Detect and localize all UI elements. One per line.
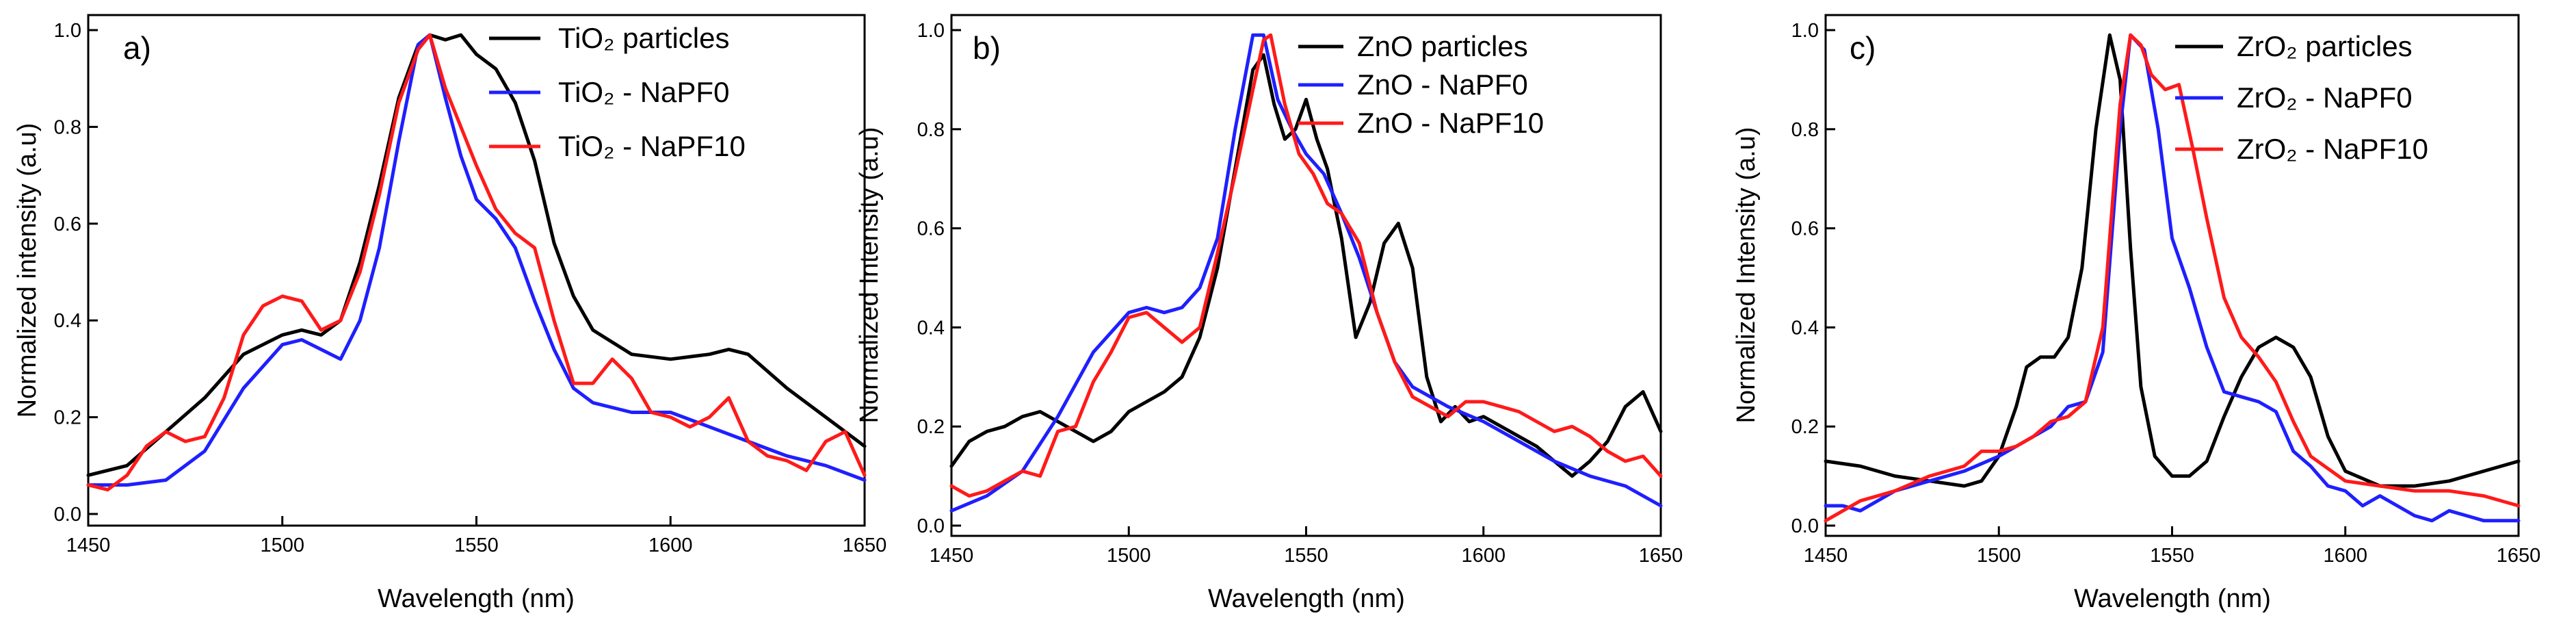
legend-label-tio2-particles: TiO₂ particles: [558, 22, 729, 54]
panel-b: 1450 1500 1550 1600 1650 0.0 0.2 0.4 0.6 0.8 1.0 b…: [855, 14, 1683, 613]
panel-a-y-tick-label: 0.8: [54, 116, 81, 138]
panel-b-y-tick-label: 0.6: [917, 218, 945, 240]
panel-c-ticks: 1450 1500 1550 1600 1650 0.0 0.2 0.4 0.6 0.8 1.0: [1791, 20, 2541, 567]
panel-a-x-tick-label: 1600: [648, 535, 693, 556]
series-line-zro2-napf0: [1824, 33, 2521, 523]
panel-b-y-tick-label: 1.0: [917, 20, 945, 42]
panel-c-x-axis-title: Wavelength (nm): [2074, 584, 2271, 613]
panel-b-x-tick-label: 1450: [930, 545, 974, 567]
series-line-tio2-napf0: [86, 33, 867, 487]
panel-c-x-tick-label: 1450: [1804, 545, 1848, 567]
panel-a-x-tick-label: 1450: [66, 535, 111, 556]
panel-a-x-tick-label: 1550: [454, 535, 499, 556]
panel-b-y-axis-title: Normalized Intensity (a.u): [855, 127, 884, 424]
panel-b-x-tick-label: 1550: [1284, 545, 1328, 567]
panel-c-y-tick-label: 1.0: [1791, 20, 1819, 42]
series-line-tio2-napf10: [86, 33, 867, 492]
panel-a-x-tick-label: 1500: [260, 535, 304, 556]
panel-a-legend: TiO₂ particles TiO₂ - NaPF0 TiO₂ - NaPF1…: [489, 22, 746, 162]
panel-b-legend: ZnO particles ZnO - NaPF0 ZnO - NaPF10: [1298, 30, 1544, 139]
panel-c-x-tick-label: 1600: [2323, 545, 2367, 567]
panel-a-plot-area: [86, 33, 867, 492]
panel-b-y-tick-label: 0.4: [917, 317, 945, 339]
panel-a-y-tick-label: 0.0: [54, 504, 81, 526]
legend-label-zno-napf10: ZnO - NaPF10: [1357, 107, 1544, 139]
panel-c-y-tick-label: 0.6: [1791, 218, 1819, 240]
panel-b-x-tick-label: 1500: [1107, 545, 1151, 567]
panel-c-x-tick-label: 1550: [2150, 545, 2194, 567]
panel-a-letter: a): [123, 30, 151, 66]
panel-c-letter: c): [1850, 30, 1876, 66]
panel-c-y-tick-label: 0.2: [1791, 416, 1819, 438]
panel-c-y-tick-label: 0.4: [1791, 317, 1819, 339]
panel-b-ticks: 1450 1500 1550 1600 1650 0.0 0.2 0.4 0.6 0.8 1.0: [917, 20, 1683, 567]
panel-a-y-tick-label: 0.6: [54, 214, 81, 235]
panel-b-y-tick-label: 0.0: [917, 515, 945, 537]
panel-c-y-tick-label: 0.8: [1791, 119, 1819, 141]
panel-c-x-tick-label: 1650: [2497, 545, 2541, 567]
series-line-tio2-particles: [86, 33, 867, 477]
panel-b-plot-area: [949, 33, 1663, 513]
panel-c-axes-frame: [1824, 14, 2520, 537]
legend-label-zro2-napf10: ZrO₂ - NaPF10: [2237, 133, 2428, 165]
panel-b-x-axis-title: Wavelength (nm): [1208, 584, 1405, 613]
legend-label-zno-napf0: ZnO - NaPF0: [1357, 68, 1528, 101]
panel-b-y-tick-label: 0.8: [917, 119, 945, 141]
series-line-zro2-particles: [1824, 33, 2521, 488]
panel-c-y-axis-title: Normalized Intensity (a.u): [1732, 127, 1761, 424]
legend-label-zno-particles: ZnO particles: [1357, 30, 1528, 62]
legend-label-tio2-napf0: TiO₂ - NaPF0: [558, 76, 729, 108]
panel-a-x-tick-label: 1650: [843, 535, 887, 556]
legend-label-zro2-particles: ZrO₂ particles: [2237, 30, 2413, 62]
series-line-zro2-napf10: [1824, 33, 2521, 523]
panel-a-x-axis-title: Wavelength (nm): [378, 584, 575, 613]
panel-b-x-tick-label: 1650: [1639, 545, 1683, 567]
legend-label-zro2-napf0: ZrO₂ - NaPF0: [2237, 81, 2413, 114]
series-line-zno-particles: [949, 53, 1663, 478]
panel-a-y-axis-title: Normalized intensity (a.u): [13, 123, 42, 418]
legend-label-tio2-napf10: TiO₂ - NaPF10: [558, 130, 746, 162]
panel-c: 1450 1500 1550 1600 1650 0.0 0.2 0.4 0.6 0.8 1.0 c…: [1732, 14, 2541, 613]
panel-a-y-tick-label: 0.2: [54, 407, 81, 429]
series-line-zno-napf0: [949, 33, 1663, 513]
panel-c-plot-area: [1824, 33, 2521, 523]
panel-a-y-tick-label: 0.4: [54, 310, 81, 332]
panel-b-axes-frame: [950, 14, 1662, 537]
panel-b-x-tick-label: 1600: [1461, 545, 1506, 567]
panel-c-x-tick-label: 1500: [1977, 545, 2021, 567]
panel-a-y-tick-label: 1.0: [54, 20, 81, 42]
panel-c-legend: ZrO₂ particles ZrO₂ - NaPF0 ZrO₂ - NaPF1…: [2175, 30, 2428, 165]
panel-b-letter: b): [973, 30, 1001, 66]
panel-a-ticks: 1450 1500 1550 1600 1650 0.0 0.2 0.4 0.6 0.8 1.0: [54, 20, 887, 556]
panel-c-y-tick-label: 0.0: [1791, 515, 1819, 537]
series-line-zno-napf10: [949, 33, 1663, 498]
panel-a: 1450 1500 1550 1600 1650 0.0 0.2 0.4 0.6 0.8 1.0 a…: [13, 14, 887, 613]
panel-b-y-tick-label: 0.2: [917, 416, 945, 438]
